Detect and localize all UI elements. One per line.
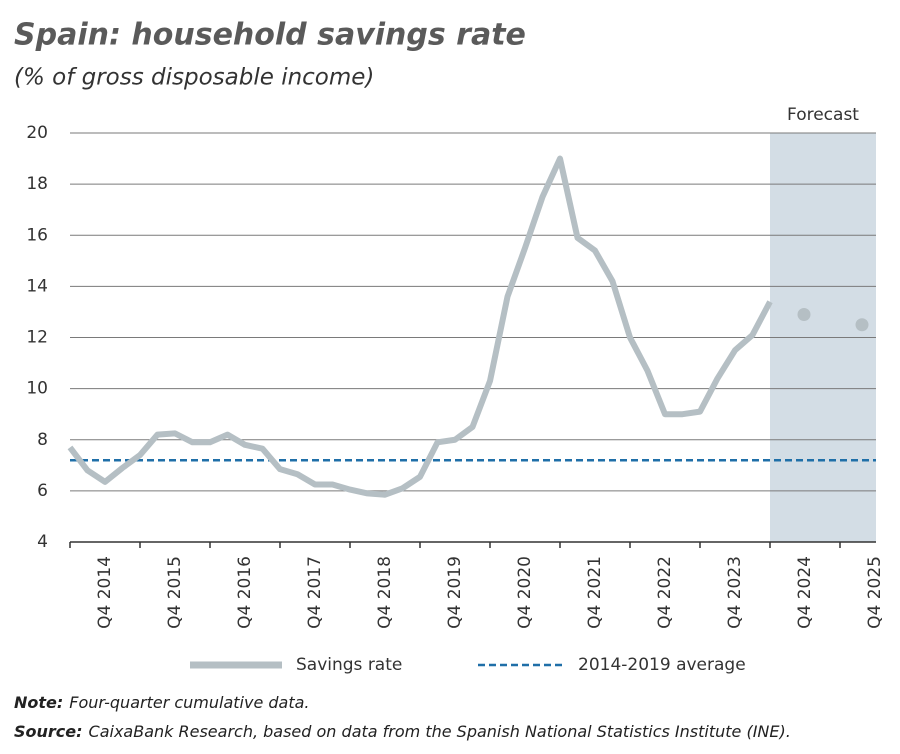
forecast-label: Forecast [787, 105, 859, 125]
footnote-label: Note: [14, 693, 63, 712]
x-tick-label: Q4 2022 [655, 556, 675, 629]
forecast-point [797, 307, 811, 321]
y-tick-label: 12 [26, 328, 48, 348]
legend-label: Savings rate [296, 655, 402, 675]
x-tick-label: Q4 2025 [865, 556, 885, 629]
x-tick-label: Q4 2014 [95, 556, 115, 629]
y-tick-label: 8 [37, 430, 48, 450]
x-tick-label: Q4 2016 [235, 556, 255, 629]
footnote-text: Four-quarter cumulative data. [69, 693, 309, 712]
legend-label: 2014-2019 average [578, 655, 746, 675]
chart-subtitle: (% of gross disposable income) [14, 65, 374, 91]
x-tick-label: Q4 2015 [165, 556, 185, 629]
y-tick-label: 6 [37, 481, 48, 501]
x-tick-label: Q4 2024 [795, 556, 815, 629]
y-tick-label: 14 [26, 276, 48, 296]
chart-title: Spain: household savings rate [14, 18, 526, 53]
y-tick-label: 18 [26, 174, 48, 194]
footnote: Source: CaixaBank Research, based on data… [14, 722, 791, 741]
footnote-text: CaixaBank Research, based on data from t… [89, 722, 791, 741]
x-tick-label: Q4 2018 [375, 556, 395, 629]
y-tick-label: 16 [26, 225, 48, 245]
y-tick-label: 4 [37, 532, 48, 552]
footnote: Note: Four-quarter cumulative data. [14, 693, 310, 712]
x-tick-label: Q4 2019 [445, 556, 465, 629]
x-tick-label: Q4 2017 [305, 556, 325, 629]
line-series [67, 155, 773, 498]
y-tick-label: 10 [26, 379, 48, 399]
x-tick-label: Q4 2020 [515, 556, 535, 629]
footnote-label: Source: [14, 722, 83, 741]
y-tick-label: 20 [26, 123, 48, 143]
forecast-point [855, 318, 869, 332]
x-tick-label: Q4 2023 [725, 556, 745, 629]
x-tick-label: Q4 2021 [585, 556, 605, 629]
